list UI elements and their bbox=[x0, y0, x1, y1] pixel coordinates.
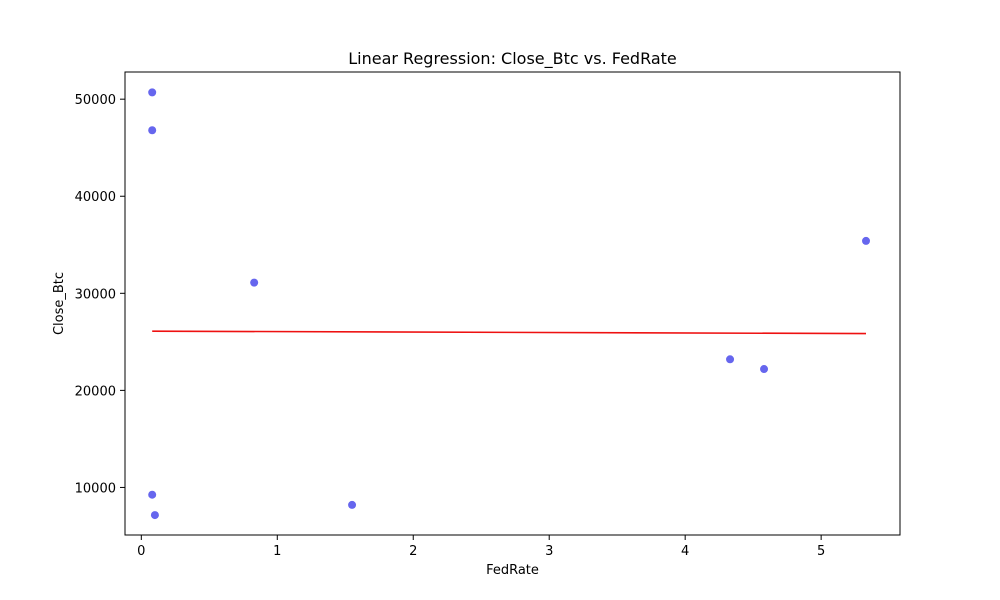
x-tick-label: 1 bbox=[273, 544, 281, 559]
chart-title: Linear Regression: Close_Btc vs. FedRate bbox=[348, 49, 677, 69]
data-point bbox=[148, 126, 157, 135]
data-point bbox=[150, 511, 159, 520]
data-point bbox=[148, 88, 157, 97]
data-point bbox=[250, 278, 259, 287]
y-tick-label: 20000 bbox=[75, 384, 116, 399]
x-tick-label: 2 bbox=[409, 544, 417, 559]
x-tick-label: 5 bbox=[817, 544, 825, 559]
data-point bbox=[760, 365, 769, 374]
x-axis-label: FedRate bbox=[486, 563, 539, 578]
x-tick-label: 3 bbox=[545, 544, 553, 559]
regression-line bbox=[152, 330, 867, 335]
x-axis: 0 1 2 3 4 5 bbox=[137, 535, 825, 559]
plot-frame bbox=[124, 71, 901, 536]
y-axis-label: Close_Btc bbox=[52, 272, 67, 335]
data-point bbox=[726, 355, 735, 364]
y-tick-label: 10000 bbox=[75, 481, 116, 496]
x-tick-label: 4 bbox=[681, 544, 689, 559]
y-tick-label: 50000 bbox=[75, 93, 116, 108]
y-axis: 10000 20000 30000 40000 50000 bbox=[75, 93, 125, 496]
plot-area bbox=[148, 88, 871, 520]
y-tick-label: 40000 bbox=[75, 190, 116, 205]
y-tick-label: 30000 bbox=[75, 287, 116, 302]
x-tick-label: 0 bbox=[137, 544, 145, 559]
data-point bbox=[862, 236, 871, 245]
data-point bbox=[148, 490, 157, 499]
data-point bbox=[348, 500, 357, 509]
